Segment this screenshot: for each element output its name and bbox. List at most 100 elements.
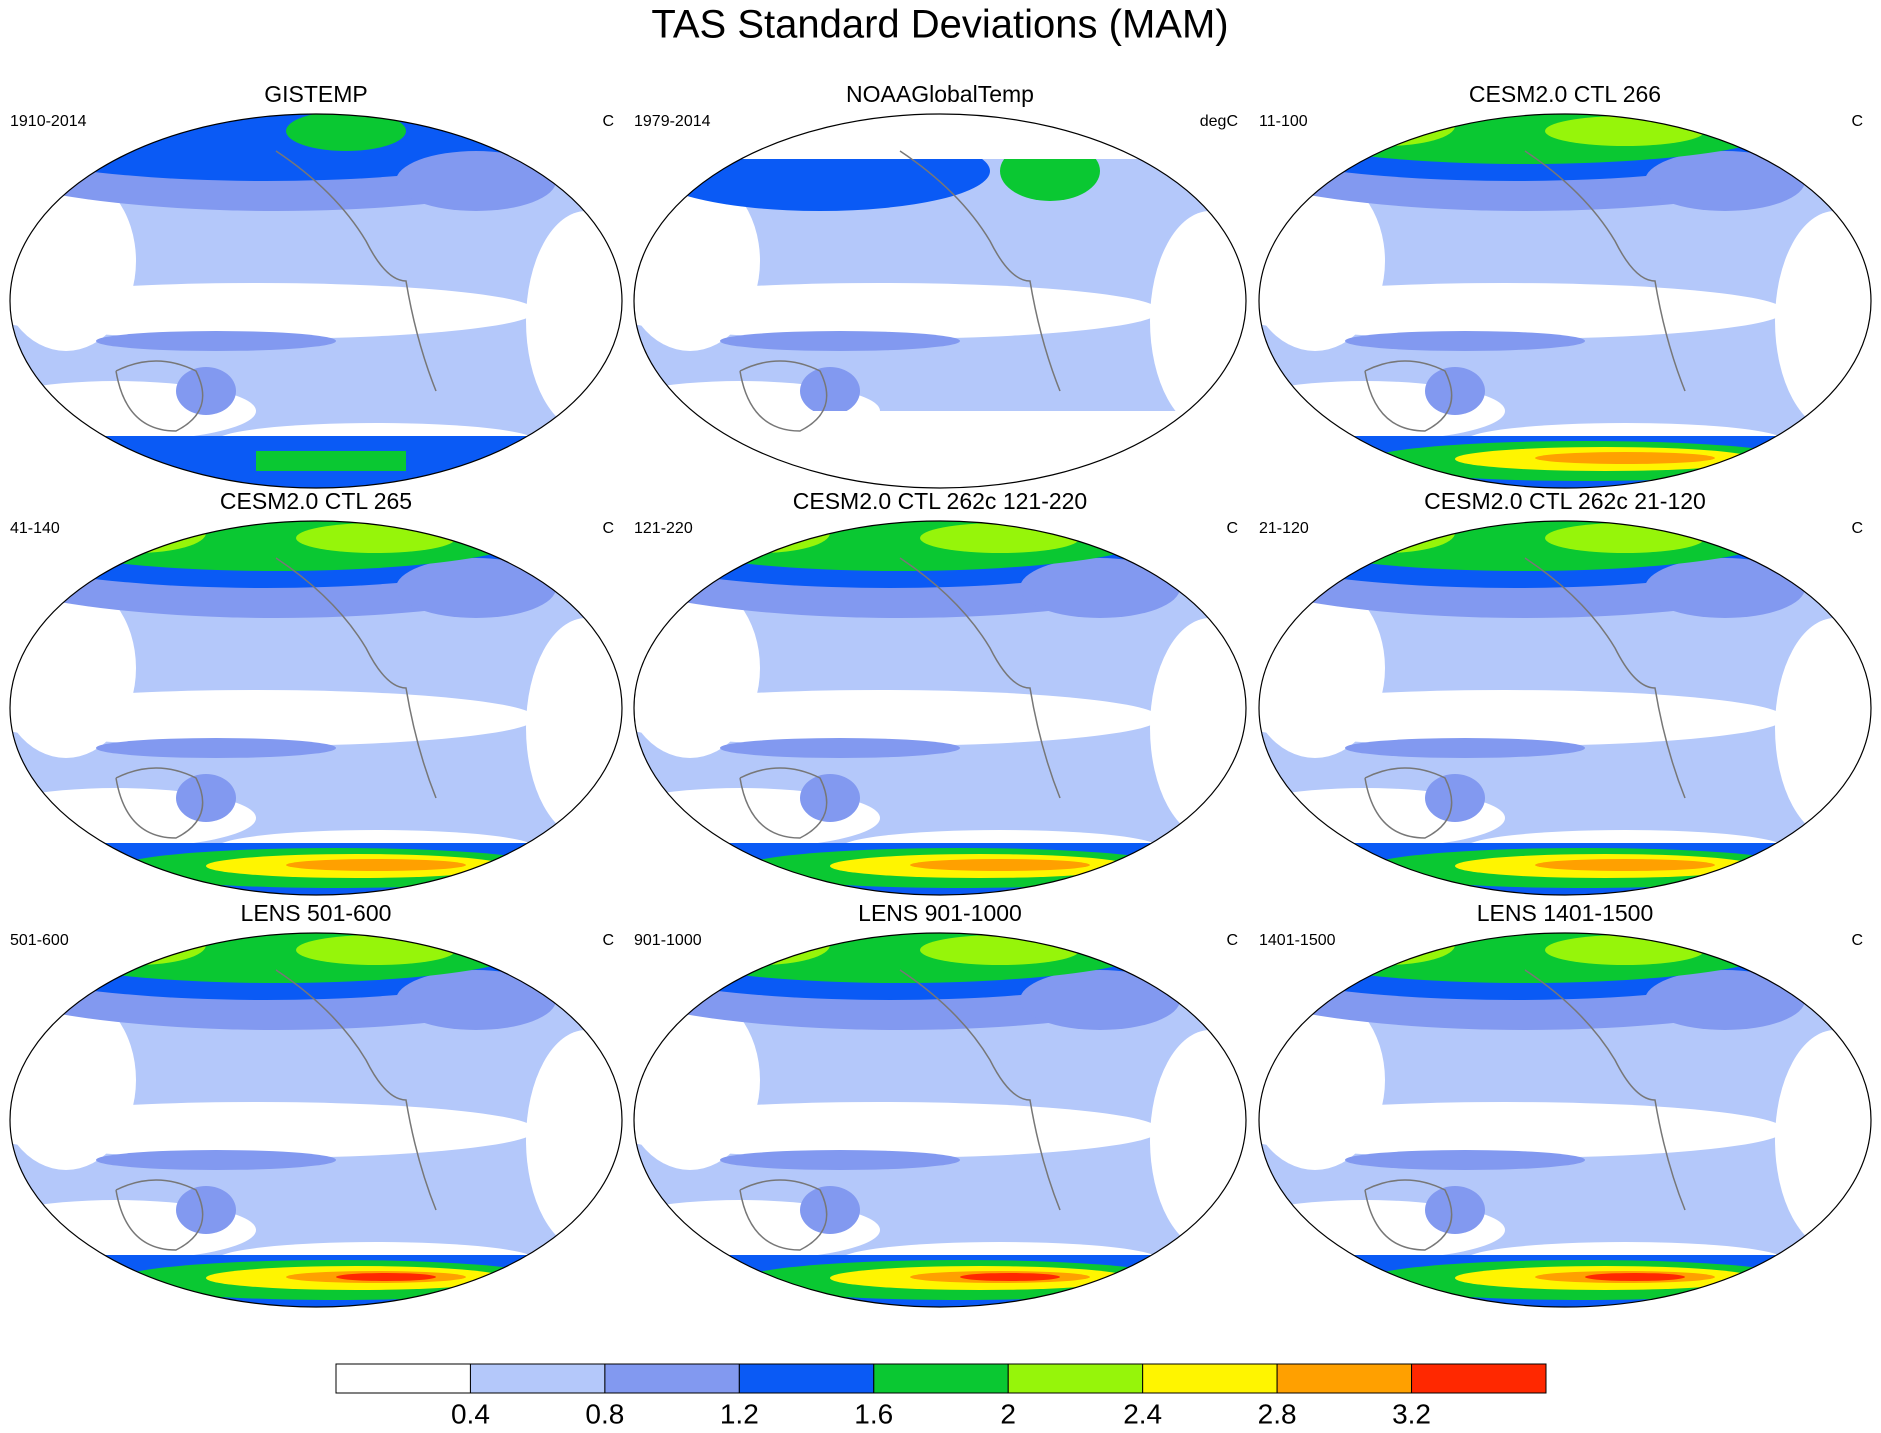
- map-region: [1545, 523, 1705, 553]
- map-region: [720, 738, 960, 758]
- map-region: [1020, 970, 1180, 1030]
- panel-right-label: C: [1226, 932, 1238, 949]
- coastline: [275, 150, 437, 392]
- map-region: [720, 331, 960, 351]
- colorbar-swatch: [469, 1363, 606, 1394]
- map-region: [1020, 558, 1180, 618]
- coastline: [1524, 969, 1686, 1211]
- colorbar-swatch: [1142, 1363, 1278, 1394]
- colorbar-swatch: [1276, 1363, 1413, 1394]
- coastline: [899, 557, 1061, 799]
- map-region: [256, 451, 406, 471]
- map-region: [176, 367, 236, 415]
- coastline: [275, 969, 437, 1211]
- colorbar-label: 0.8: [585, 1398, 624, 1429]
- map-region: [1345, 738, 1585, 758]
- map-region: [526, 1030, 622, 1250]
- panel-right-label: C: [602, 520, 614, 537]
- map: [1259, 114, 1871, 488]
- panel-right-label: C: [1226, 520, 1238, 537]
- map-region: [66, 521, 206, 553]
- map-region: [720, 521, 800, 540]
- panel-left-label: 501-600: [10, 932, 69, 949]
- map-region: [1585, 1273, 1685, 1281]
- map-region: [296, 523, 456, 553]
- panel-right-label: C: [602, 113, 614, 130]
- map-region: [1645, 558, 1805, 618]
- coastline: [739, 767, 828, 839]
- map-region: [296, 935, 456, 965]
- map: [634, 114, 1246, 488]
- map-region: [1345, 114, 1425, 133]
- map-region: [1345, 521, 1425, 540]
- map-region: [1535, 859, 1715, 871]
- map-region: [1645, 970, 1805, 1030]
- map-region: [1315, 521, 1455, 553]
- map-region: [1315, 114, 1455, 146]
- panel-title: CESM2.0 CTL 262c 121-220: [793, 488, 1087, 514]
- map-region: [720, 933, 800, 952]
- map-region: [96, 331, 336, 351]
- map: [1259, 521, 1871, 895]
- map-region: [396, 151, 556, 211]
- coastline: [739, 1179, 828, 1251]
- map-outline: [1258, 932, 1872, 1308]
- coastline: [115, 360, 204, 432]
- panel-right-label: C: [1851, 113, 1863, 130]
- colorbar-swatch: [335, 1363, 471, 1394]
- map-region: [910, 859, 1090, 871]
- panel-title: LENS 1401-1500: [1477, 900, 1653, 926]
- map: [634, 521, 1246, 895]
- panel-title: CESM2.0 CTL 262c 21-120: [1424, 488, 1706, 514]
- colorbar-swatch: [1411, 1363, 1547, 1394]
- colorbar-label: 1.2: [720, 1398, 759, 1429]
- map-region: [1545, 116, 1705, 146]
- colorbar-label: 2.4: [1123, 1398, 1162, 1429]
- map-region: [1425, 1186, 1485, 1234]
- map-region: [1425, 774, 1485, 822]
- coastline: [899, 150, 1061, 392]
- coastline: [1524, 150, 1686, 392]
- map-region: [1315, 933, 1455, 965]
- map-region: [396, 558, 556, 618]
- map-region: [336, 1273, 436, 1281]
- map-region: [286, 114, 406, 151]
- map-region: [720, 1150, 960, 1170]
- map-outline: [1258, 520, 1872, 896]
- map-region: [286, 859, 466, 871]
- map-outline: [9, 113, 623, 489]
- map-region: [96, 521, 176, 540]
- map: [634, 933, 1246, 1307]
- map-region: [920, 935, 1080, 965]
- map-region: [526, 618, 622, 838]
- panel-title: LENS 901-1000: [858, 900, 1022, 926]
- panel-right-label: degC: [1200, 113, 1238, 130]
- map-region: [800, 367, 860, 415]
- map-region: [960, 1273, 1060, 1281]
- panel-left-label: 1910-2014: [10, 113, 87, 130]
- map-region: [526, 211, 622, 431]
- panel-title: LENS 501-600: [241, 900, 392, 926]
- map-region: [66, 933, 206, 965]
- map-region: [396, 970, 556, 1030]
- coastline: [1524, 557, 1686, 799]
- panel-left-label: 41-140: [10, 520, 60, 537]
- map-region: [96, 738, 336, 758]
- map-region: [1345, 331, 1585, 351]
- map-region: [1545, 935, 1705, 965]
- map-outline: [633, 113, 1247, 489]
- map: [1259, 933, 1871, 1307]
- panel-left-label: 121-220: [634, 520, 693, 537]
- panel-left-label: 21-120: [1259, 520, 1309, 537]
- coastline: [1364, 1179, 1453, 1251]
- colorbar-label: 2: [1000, 1398, 1016, 1429]
- map-region: [634, 114, 1246, 159]
- figure-title: TAS Standard Deviations (MAM): [651, 3, 1228, 47]
- map-outline: [9, 932, 623, 1308]
- map-region: [176, 774, 236, 822]
- map-region: [1150, 1030, 1246, 1250]
- colorbar-label: 2.8: [1258, 1398, 1297, 1429]
- map-region: [96, 933, 176, 952]
